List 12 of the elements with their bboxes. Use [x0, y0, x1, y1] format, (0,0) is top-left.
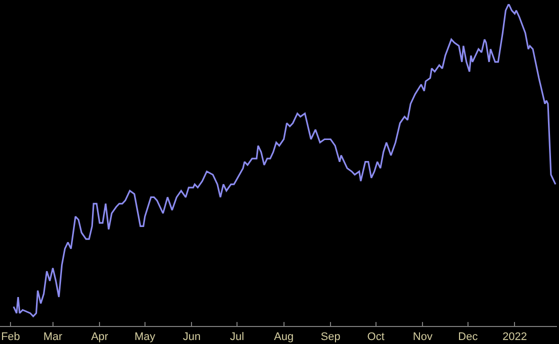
x-tick-label: May: [134, 331, 156, 344]
x-tick-label: 2022: [502, 331, 527, 344]
x-tick-label: Dec: [458, 331, 478, 344]
x-tick-label: Nov: [412, 331, 433, 344]
x-tick-label: Sep: [320, 331, 340, 344]
x-tick-label: Feb: [1, 331, 20, 344]
x-tick-label: Aug: [274, 331, 294, 344]
x-tick-label: Jun: [182, 331, 201, 344]
x-tick-label: Oct: [367, 331, 384, 344]
x-tick-label: Mar: [43, 331, 63, 344]
x-tick-label: Apr: [91, 331, 109, 344]
x-tick-label: Jul: [230, 331, 244, 344]
